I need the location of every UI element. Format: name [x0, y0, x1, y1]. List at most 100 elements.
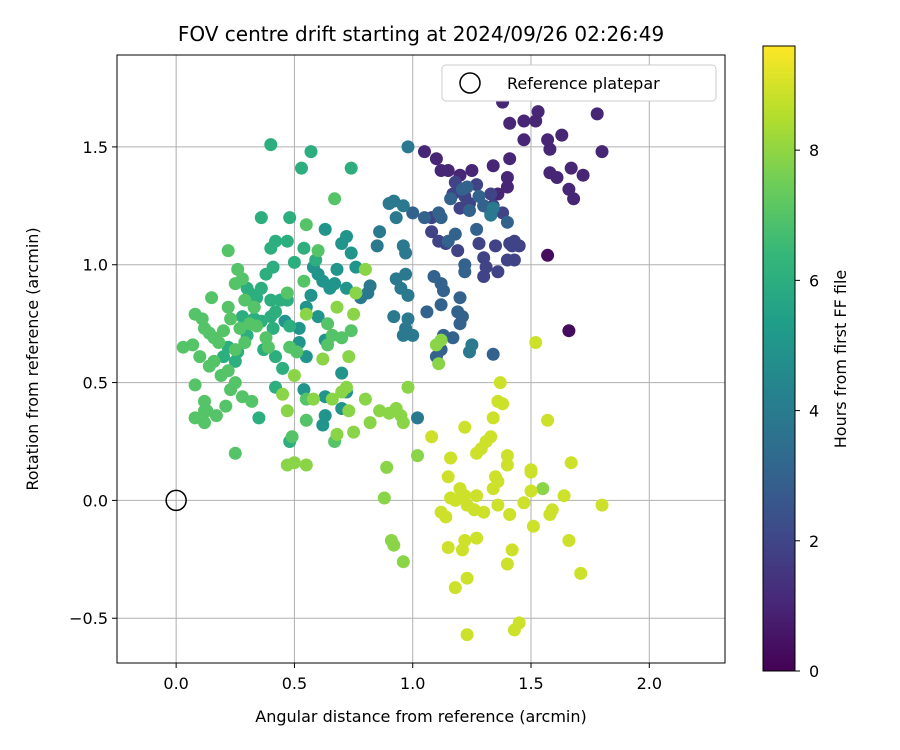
data-point: [425, 430, 439, 444]
data-point: [290, 345, 304, 359]
data-point: [458, 258, 472, 272]
data-point: [299, 307, 313, 321]
data-point: [472, 237, 486, 250]
data-point: [411, 411, 424, 425]
data-point: [465, 338, 479, 352]
y-tick-label: 0.0: [83, 491, 108, 510]
data-point: [574, 566, 588, 580]
data-point: [524, 484, 538, 498]
data-point: [212, 336, 226, 349]
data-point: [477, 270, 491, 283]
data-point: [425, 225, 439, 239]
data-point: [439, 510, 453, 524]
data-point: [595, 498, 609, 512]
y-axis-ticks: −0.5 0.0 0.5 1.0 1.5: [69, 138, 117, 628]
data-point: [363, 416, 377, 430]
data-point: [460, 498, 474, 512]
data-point: [564, 456, 578, 470]
data-point: [299, 458, 313, 472]
data-point: [458, 534, 472, 547]
data-point: [486, 347, 500, 361]
data-point: [276, 361, 290, 375]
data-point: [486, 411, 500, 425]
data-point: [280, 286, 294, 300]
data-point: [434, 298, 448, 312]
data-point: [214, 369, 228, 382]
colorbar-tick-label: 8: [809, 141, 819, 160]
data-point: [399, 246, 413, 260]
data-point: [228, 354, 242, 368]
data-point: [448, 581, 462, 595]
data-point: [500, 449, 514, 463]
data-point: [347, 425, 361, 439]
data-point: [325, 328, 339, 342]
data-point: [401, 380, 415, 394]
data-point: [541, 248, 555, 262]
data-point: [458, 420, 472, 434]
data-point: [564, 161, 578, 175]
data-point: [221, 300, 235, 314]
data-point: [264, 138, 278, 152]
data-point: [280, 404, 294, 418]
data-point: [396, 328, 410, 342]
data-point: [328, 192, 342, 206]
data-point: [500, 253, 514, 267]
data-point: [266, 321, 280, 335]
data-point: [259, 267, 273, 281]
data-point: [380, 460, 394, 474]
data-point: [299, 413, 313, 427]
x-tick-label: 1.0: [400, 674, 425, 693]
data-point: [389, 211, 403, 225]
data-point: [503, 508, 517, 521]
x-tick-label: 0.5: [282, 674, 307, 693]
plot-area: [116, 54, 726, 664]
data-point: [496, 397, 510, 411]
data-point: [264, 310, 278, 324]
data-point: [228, 446, 242, 460]
data-point: [491, 265, 505, 279]
data-point: [387, 538, 401, 552]
data-point: [188, 378, 202, 392]
colorbar-label: Hours from first FF file: [831, 270, 850, 449]
data-point: [287, 456, 301, 470]
data-point: [401, 288, 415, 302]
data-point: [217, 324, 230, 338]
y-tick-label: 1.5: [83, 138, 108, 157]
legend: Reference platepar: [441, 64, 717, 102]
data-point: [529, 114, 543, 128]
data-point: [297, 241, 311, 255]
data-point: [576, 168, 590, 182]
data-point: [285, 430, 299, 444]
data-point: [370, 239, 384, 253]
data-point: [529, 336, 543, 349]
data-point: [377, 491, 391, 505]
data-point: [335, 366, 349, 380]
data-point: [493, 376, 507, 390]
data-point: [460, 571, 474, 585]
data-point: [418, 211, 431, 225]
data-point: [541, 413, 555, 427]
data-point: [254, 211, 268, 225]
data-point: [321, 317, 335, 331]
y-tick-label: 1.0: [83, 256, 108, 275]
data-point: [590, 107, 604, 121]
data-point: [500, 180, 514, 194]
x-axis-ticks: 0.0 0.5 1.0 1.5 2.0: [163, 663, 662, 693]
data-point: [562, 324, 576, 338]
colorbar: 0 2 4 6 8 Hours from first FF file: [762, 45, 850, 681]
data-point: [358, 392, 372, 406]
data-point: [297, 274, 311, 288]
data-point: [441, 541, 455, 554]
data-point: [396, 199, 410, 213]
x-tick-label: 1.5: [518, 674, 543, 693]
data-point: [261, 340, 275, 354]
colorbar-tick-label: 2: [809, 532, 819, 551]
data-point: [304, 288, 318, 302]
data-point: [276, 387, 290, 401]
data-point: [330, 262, 344, 276]
data-point: [437, 284, 450, 298]
data-point: [287, 369, 301, 382]
data-point: [219, 399, 233, 413]
chart-title: FOV centre drift starting at 2024/09/26 …: [178, 22, 664, 46]
data-point: [543, 142, 557, 156]
